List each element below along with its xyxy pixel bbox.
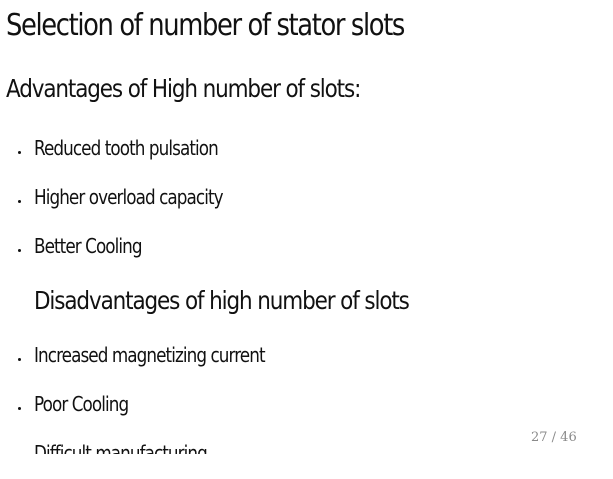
disadvantages-heading: Disadvantages of high number of slots (34, 286, 410, 315)
slide-title: Selection of number of stator slots (6, 8, 405, 43)
bullet-icon (18, 407, 21, 410)
bullet-icon (18, 200, 21, 203)
bullet-icon (18, 358, 21, 361)
bullet-icon (18, 249, 21, 252)
bullet-icon (18, 151, 21, 154)
list-item-text: Reduced tooth pulsation (34, 136, 219, 160)
page-number: 27 / 46 (531, 430, 577, 445)
list-item-text: Higher overload capacity (34, 185, 224, 209)
list-item-text: Difficult manufacturing (34, 441, 208, 454)
list-item-text: Poor Cooling (34, 392, 129, 416)
advantages-heading: Advantages of High number of slots: (6, 74, 361, 103)
list-item-text: Increased magnetizing current (34, 343, 266, 367)
list-item-text: Better Cooling (34, 234, 143, 258)
slide-content: Reduced tooth pulsation Higher overload … (0, 120, 613, 454)
